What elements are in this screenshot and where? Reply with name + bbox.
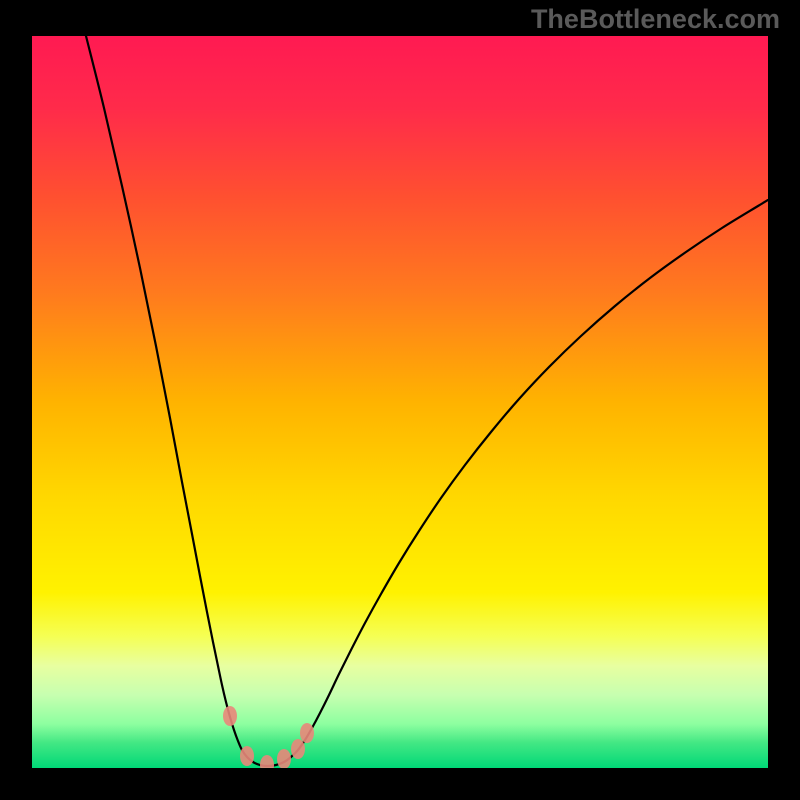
curve-marker bbox=[300, 723, 314, 743]
chart-svg bbox=[32, 36, 768, 768]
chart-gradient-background bbox=[32, 36, 768, 768]
curve-marker bbox=[291, 739, 305, 759]
curve-marker bbox=[240, 746, 254, 766]
chart-plot-area bbox=[32, 36, 768, 768]
watermark-text: TheBottleneck.com bbox=[531, 4, 780, 35]
curve-marker bbox=[223, 706, 237, 726]
